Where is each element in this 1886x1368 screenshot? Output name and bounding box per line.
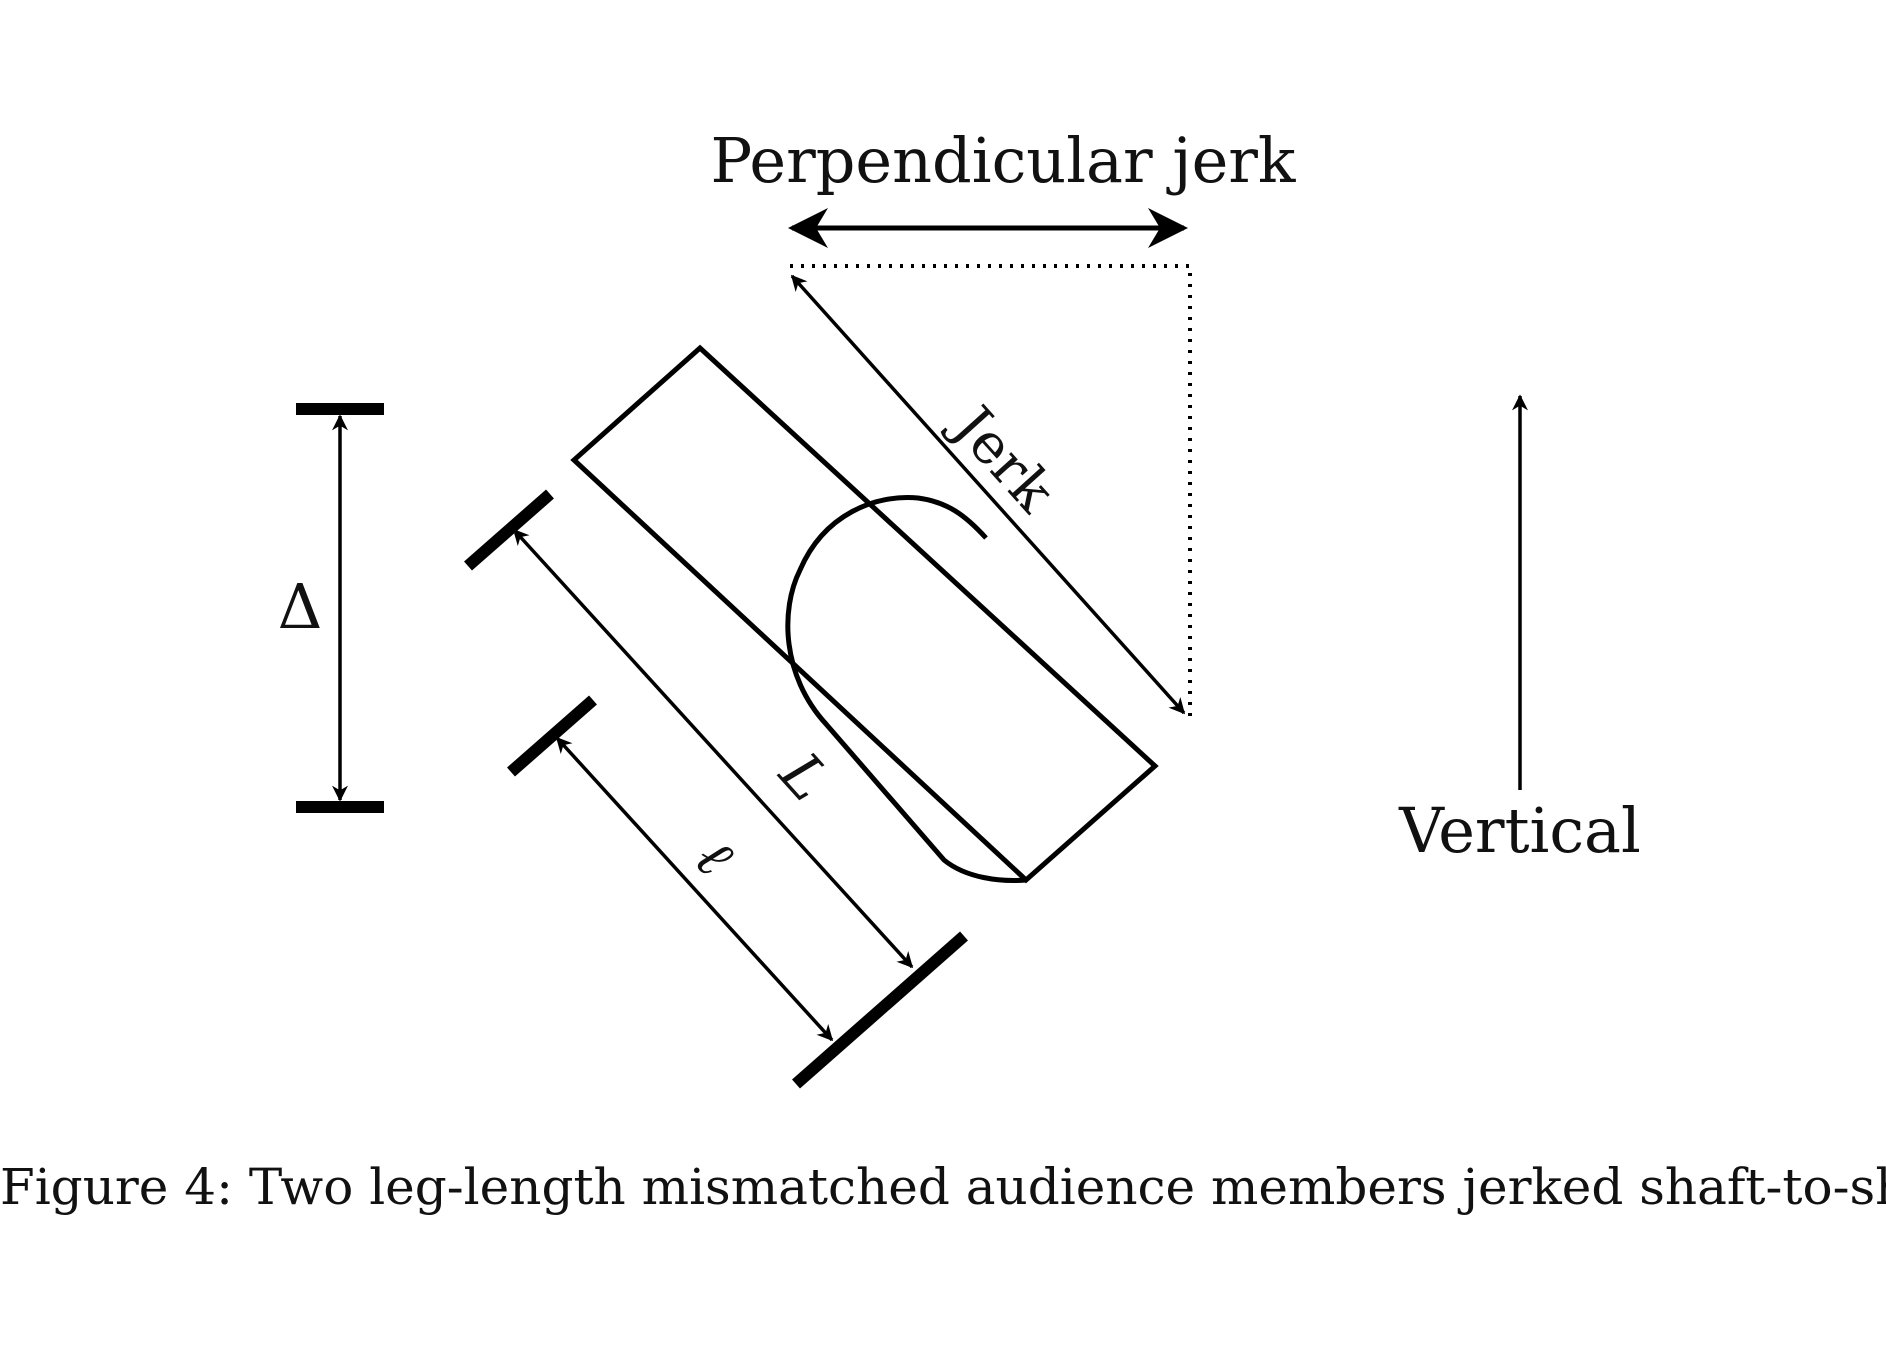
delta-label: Δ	[278, 570, 323, 643]
tall-audience-member-shape	[570, 344, 1159, 884]
vertical-label: Vertical	[1398, 794, 1641, 867]
ell-label: ℓ	[682, 827, 746, 888]
perpendicular-jerk-label: Perpendicular jerk	[710, 124, 1295, 197]
ell-dimension-arrow	[555, 736, 834, 1042]
figure-caption: Figure 4: Two leg-length mismatched audi…	[0, 1158, 1886, 1216]
short-member-outline	[794, 495, 1155, 880]
L-top-bar	[464, 489, 554, 571]
ell-top-bar	[507, 695, 597, 777]
L-dimension-arrow	[512, 528, 914, 969]
L-label: L	[766, 739, 843, 814]
jerk-projection-dotted-line	[790, 264, 1192, 722]
short-audience-member-shape	[793, 499, 1155, 881]
ground-line	[792, 931, 968, 1089]
jerk-arrow	[790, 274, 1186, 715]
